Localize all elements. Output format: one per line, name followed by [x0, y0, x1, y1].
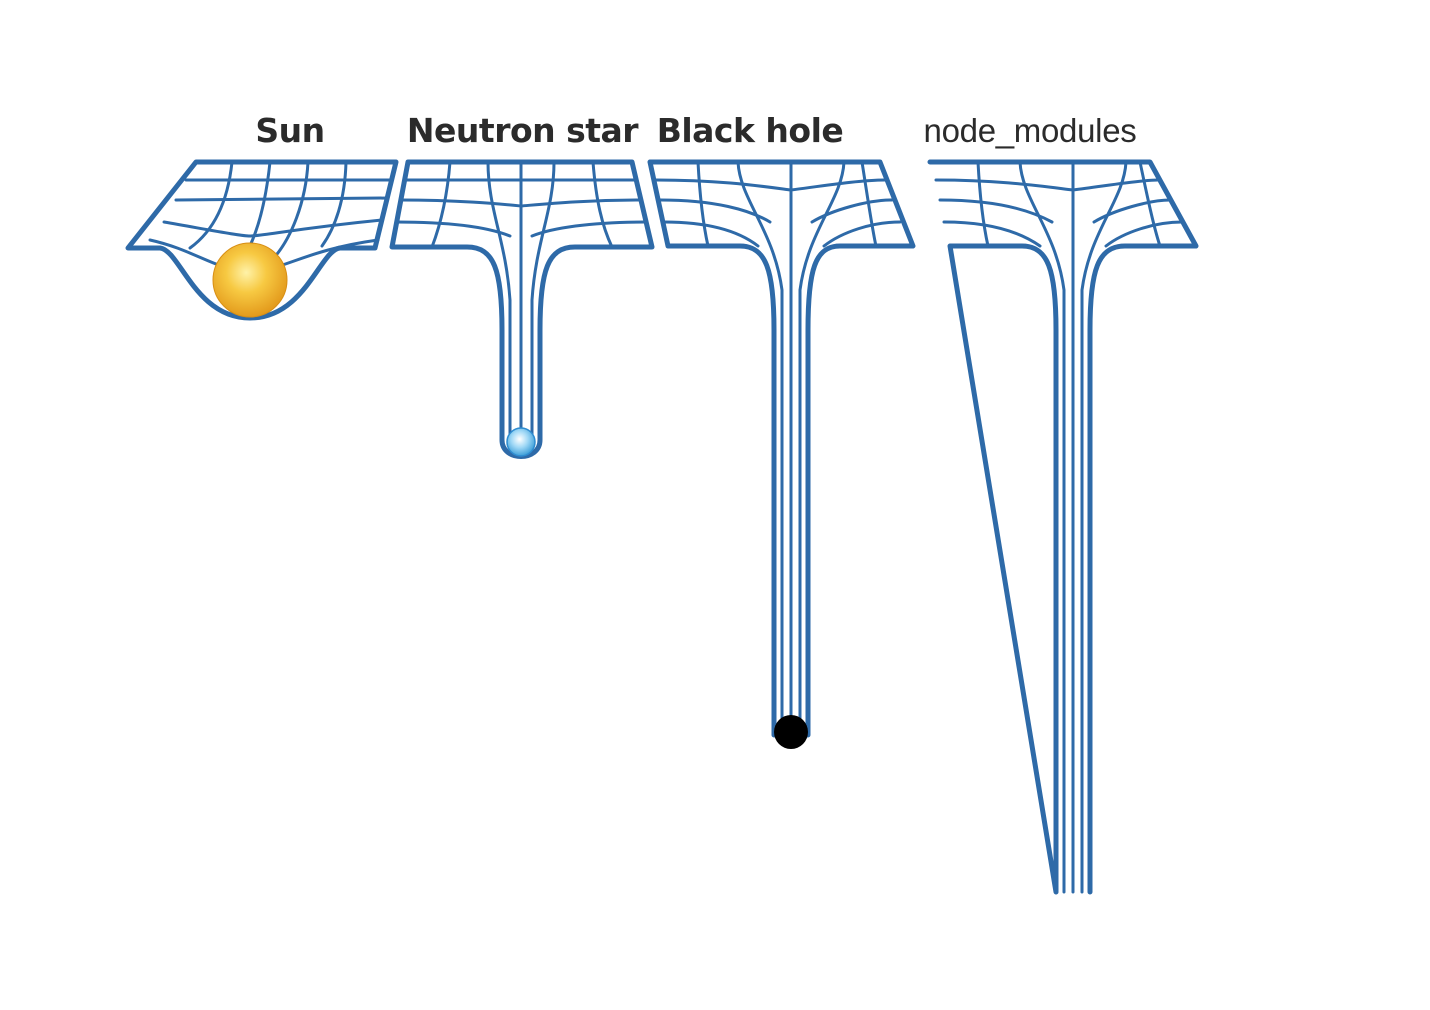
node-modules-spacetime-grid [927, 159, 1199, 895]
neutron-star-spacetime-grid [389, 159, 655, 459]
label-sun: Sun [255, 111, 325, 150]
sun-icon [212, 242, 288, 318]
label-neutron-star: Neutron star [406, 111, 639, 150]
black-hole-icon [774, 715, 808, 749]
black-hole-spacetime-grid [647, 159, 916, 738]
label-node-modules: node_modules [923, 112, 1137, 149]
label-black-hole: Black hole [656, 111, 844, 150]
neutron-star-icon [506, 427, 536, 457]
